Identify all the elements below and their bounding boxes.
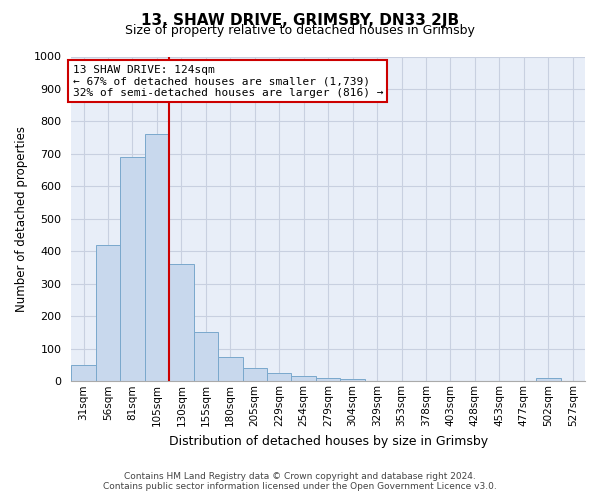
Bar	[71, 365, 96, 382]
Bar	[242, 368, 267, 382]
Bar	[536, 378, 560, 382]
Text: Contains HM Land Registry data © Crown copyright and database right 2024.
Contai: Contains HM Land Registry data © Crown c…	[103, 472, 497, 491]
Text: 13, SHAW DRIVE, GRIMSBY, DN33 2JB: 13, SHAW DRIVE, GRIMSBY, DN33 2JB	[141, 12, 459, 28]
Bar	[194, 332, 218, 382]
Bar	[96, 245, 120, 382]
Text: Size of property relative to detached houses in Grimsby: Size of property relative to detached ho…	[125, 24, 475, 37]
Bar	[145, 134, 169, 382]
Bar	[267, 373, 292, 382]
Bar	[292, 376, 316, 382]
Bar	[316, 378, 340, 382]
Bar	[120, 157, 145, 382]
Bar	[218, 357, 242, 382]
Bar	[169, 264, 194, 382]
Y-axis label: Number of detached properties: Number of detached properties	[15, 126, 28, 312]
Bar	[340, 379, 365, 382]
X-axis label: Distribution of detached houses by size in Grimsby: Distribution of detached houses by size …	[169, 434, 488, 448]
Text: 13 SHAW DRIVE: 124sqm
← 67% of detached houses are smaller (1,739)
32% of semi-d: 13 SHAW DRIVE: 124sqm ← 67% of detached …	[73, 64, 383, 98]
